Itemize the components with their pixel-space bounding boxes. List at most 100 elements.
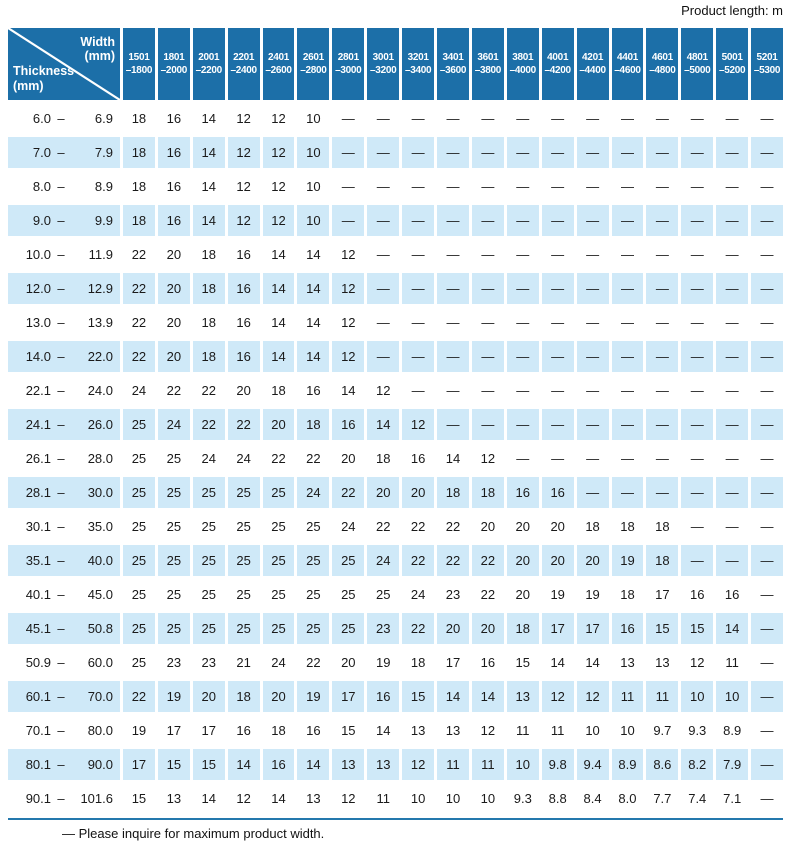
- length-value-cell: 7.9: [716, 749, 749, 780]
- width-range-to: –2400: [230, 65, 257, 76]
- length-value-cell: 12: [375, 383, 391, 398]
- length-value-cell: 25: [271, 587, 286, 602]
- no-data-cell: —: [646, 273, 679, 304]
- length-value-cell: 22: [445, 519, 461, 534]
- length-value-cell: 25: [341, 587, 356, 602]
- length-value-cell: 14: [192, 205, 225, 236]
- thickness-range-dash: –: [57, 281, 65, 296]
- no-data-cell: —: [411, 383, 425, 398]
- length-value-cell: 14: [716, 613, 749, 644]
- length-value-cell: 18: [201, 247, 216, 262]
- length-value-cell: 11: [516, 723, 530, 738]
- no-data-cell: —: [611, 273, 644, 304]
- no-data-cell: —: [620, 247, 634, 262]
- thickness-range-label: 60.1– 70.0: [8, 681, 120, 712]
- length-value-cell: 25: [157, 545, 190, 576]
- length-value-cell: 25: [375, 587, 391, 602]
- length-value-cell: 20: [262, 409, 295, 440]
- no-data-cell: —: [690, 179, 704, 194]
- width-range-header-cell: 2401 –2600: [262, 28, 295, 100]
- thickness-range-dash: –: [57, 485, 65, 500]
- width-range-to: –3800: [474, 65, 502, 76]
- no-data-cell: —: [576, 273, 609, 304]
- length-value-cell: 18: [271, 723, 286, 738]
- thickness-lo: 24.1: [25, 417, 51, 432]
- thickness-lo: 80.1: [25, 757, 51, 772]
- no-data-cell: —: [611, 205, 644, 236]
- product-length-table: Width (mm) Thickness (mm) 1501 –1800 1801–…: [8, 28, 783, 814]
- width-range-from: 4601: [651, 51, 673, 63]
- length-value-cell: 14: [227, 749, 260, 780]
- thickness-range-label: 14.0– 22.0: [8, 341, 120, 372]
- no-data-cell: —: [376, 247, 390, 262]
- no-data-cell: —: [551, 451, 565, 466]
- thickness-range-label: 40.1– 45.0: [8, 579, 120, 610]
- no-data-cell: —: [751, 545, 783, 576]
- length-value-cell: 20: [515, 587, 531, 602]
- length-value-cell: 25: [332, 613, 365, 644]
- length-value-cell: 22: [480, 587, 496, 602]
- no-data-cell: —: [446, 179, 460, 194]
- no-data-cell: —: [506, 273, 539, 304]
- no-data-cell: —: [481, 179, 495, 194]
- thickness-range-dash: –: [57, 655, 65, 670]
- no-data-cell: —: [716, 341, 749, 372]
- no-data-cell: —: [620, 451, 634, 466]
- length-value-cell: 25: [227, 477, 260, 508]
- length-value-cell: 25: [306, 587, 321, 602]
- no-data-cell: —: [551, 383, 565, 398]
- no-data-cell: —: [760, 587, 774, 602]
- length-value-cell: 25: [332, 545, 365, 576]
- length-value-cell: 14: [437, 681, 469, 712]
- no-data-cell: —: [690, 519, 704, 534]
- thickness-range-label: 22.1– 24.0: [8, 375, 120, 406]
- no-data-cell: —: [541, 205, 574, 236]
- length-value-cell: 11: [646, 681, 679, 712]
- no-data-cell: —: [376, 315, 390, 330]
- width-range-from: 4001: [547, 51, 569, 63]
- no-data-cell: —: [690, 451, 704, 466]
- length-value-cell: 8.6: [646, 749, 679, 780]
- length-value-cell: 22: [227, 409, 260, 440]
- no-data-cell: —: [611, 137, 644, 168]
- no-data-cell: —: [646, 477, 679, 508]
- no-data-cell: —: [402, 205, 435, 236]
- no-data-cell: —: [646, 137, 679, 168]
- no-data-cell: —: [341, 179, 355, 194]
- width-range-from: 1501: [128, 51, 150, 63]
- no-data-cell: —: [751, 477, 783, 508]
- length-value-cell: 13: [445, 723, 461, 738]
- length-value-cell: 17: [201, 723, 216, 738]
- length-value-cell: 18: [655, 519, 670, 534]
- width-range-header-cell: 2201 –2400: [227, 28, 260, 100]
- no-data-cell: —: [551, 315, 565, 330]
- length-value-cell: 25: [262, 613, 295, 644]
- no-data-cell: —: [446, 247, 460, 262]
- length-value-cell: 18: [297, 409, 330, 440]
- length-value-cell: 14: [367, 409, 400, 440]
- no-data-cell: —: [725, 111, 739, 126]
- length-value-cell: 12: [332, 341, 365, 372]
- no-data-cell: —: [402, 137, 435, 168]
- bottom-rule: [8, 818, 783, 820]
- length-value-cell: 16: [227, 273, 260, 304]
- length-value-cell: 18: [123, 137, 155, 168]
- length-value-cell: 12: [541, 681, 574, 712]
- length-value-cell: 22: [123, 341, 155, 372]
- length-value-cell: 17: [123, 749, 155, 780]
- length-value-cell: 22: [306, 451, 321, 466]
- no-data-cell: —: [367, 341, 400, 372]
- length-value-cell: 12: [236, 791, 251, 806]
- no-data-cell: —: [681, 409, 714, 440]
- thickness-hi: 40.0: [87, 553, 113, 568]
- length-value-cell: 19: [297, 681, 330, 712]
- length-value-cell: 22: [410, 519, 426, 534]
- length-value-cell: 18: [375, 451, 391, 466]
- no-data-cell: —: [506, 409, 539, 440]
- thickness-lo: 35.1: [25, 553, 51, 568]
- length-value-cell: 8.0: [618, 791, 637, 806]
- thickness-lo: 12.0: [25, 281, 51, 296]
- no-data-cell: —: [516, 315, 530, 330]
- thickness-hi: 8.9: [94, 179, 113, 194]
- width-range-from: 2401: [268, 51, 290, 63]
